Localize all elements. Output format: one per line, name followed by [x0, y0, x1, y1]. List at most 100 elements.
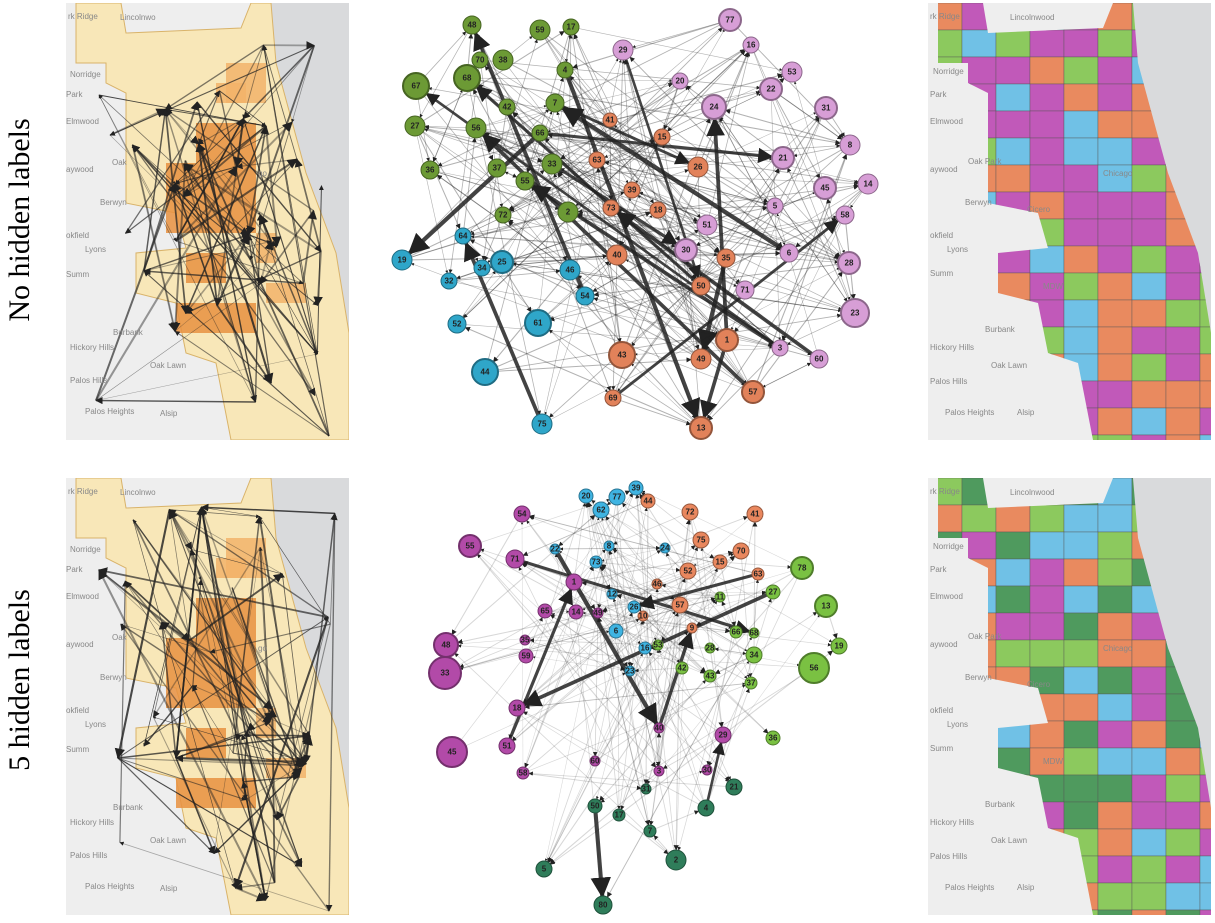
node-label: 58 — [519, 769, 528, 778]
district — [1098, 586, 1132, 613]
flow-edge — [242, 735, 310, 736]
district — [1064, 694, 1098, 721]
node-label: 73 — [607, 204, 616, 213]
district — [1166, 775, 1200, 802]
node-label: 31 — [642, 785, 651, 794]
district — [1132, 435, 1166, 462]
edge — [558, 553, 628, 666]
node-label: 13 — [822, 602, 831, 611]
edge — [524, 712, 699, 805]
place-label: Oak Lawn — [150, 361, 186, 370]
place-label: Lyons — [947, 245, 968, 254]
district — [1098, 381, 1132, 408]
place-label: Alsip — [160, 409, 178, 418]
node-label: 77 — [613, 493, 622, 502]
district — [1098, 721, 1132, 748]
place-label: Norridge — [70, 70, 101, 79]
node-label: 39 — [628, 186, 637, 195]
place-label: aywood — [930, 640, 958, 649]
district — [1200, 354, 1215, 381]
place-label: Palos Heights — [945, 408, 994, 417]
district — [1132, 408, 1166, 435]
place-label: Oak Lawn — [991, 836, 1027, 845]
district — [996, 559, 1030, 586]
place-label: Oak — [112, 158, 128, 167]
district — [1098, 246, 1132, 273]
node-label: 43 — [706, 672, 715, 681]
place-label: Summ — [930, 744, 953, 753]
district — [1098, 802, 1132, 829]
node-label: 14 — [572, 608, 581, 617]
district — [1064, 532, 1098, 559]
district — [1098, 300, 1132, 327]
district — [1132, 748, 1166, 775]
district — [1098, 856, 1132, 883]
node-label: 71 — [511, 555, 520, 564]
district — [1030, 84, 1064, 111]
node-label: 44 — [481, 368, 490, 377]
node-label: 66 — [536, 129, 545, 138]
place-label: Oak Park — [968, 632, 1002, 641]
node-label: 16 — [747, 41, 756, 50]
district — [1098, 694, 1132, 721]
district — [1132, 829, 1166, 856]
place-label: MDW — [1043, 282, 1063, 291]
node-label: 29 — [619, 46, 628, 55]
district — [1064, 57, 1098, 84]
place-label: Burbank — [113, 803, 144, 812]
edge — [658, 650, 659, 766]
node-label: 57 — [749, 388, 758, 397]
node-label: 60 — [591, 757, 600, 766]
district — [1030, 721, 1064, 748]
place-label: Hickory Hills — [930, 343, 974, 352]
district — [1098, 910, 1132, 918]
place-label: Berwyn — [100, 198, 127, 207]
district — [1098, 613, 1132, 640]
district — [1098, 532, 1132, 559]
node-label: 33 — [441, 669, 450, 678]
place-label: Summ — [66, 745, 89, 754]
district — [996, 30, 1030, 57]
node-label: 18 — [654, 206, 663, 215]
node-label: 56 — [810, 664, 819, 673]
node-label: 51 — [503, 742, 512, 751]
edge — [607, 502, 611, 505]
place-label: Palos Hills — [930, 852, 967, 861]
place-label: Park — [930, 565, 947, 574]
district — [1064, 748, 1098, 775]
edge — [529, 774, 641, 789]
node-label: 30 — [703, 766, 712, 775]
edge — [557, 112, 618, 343]
node-label: 73 — [592, 558, 601, 567]
edge — [621, 401, 691, 425]
district — [962, 30, 996, 57]
place-label: Oak Park — [968, 157, 1002, 166]
place-label: Palos Hills — [70, 851, 107, 860]
place-label: okfield — [66, 231, 89, 240]
node-label: 3 — [657, 767, 662, 776]
district — [1098, 748, 1132, 775]
place-label: Norridge — [70, 545, 101, 554]
district — [1098, 559, 1132, 586]
node-label: 7 — [648, 827, 653, 836]
district — [1030, 559, 1064, 586]
node-label: 75 — [538, 420, 547, 429]
node-label: 27 — [411, 122, 420, 131]
node-label: 26 — [694, 163, 703, 172]
district — [1030, 30, 1064, 57]
district — [1098, 505, 1132, 532]
district — [1132, 246, 1166, 273]
district — [1132, 883, 1166, 910]
row-label: 5 hidden labels — [3, 589, 36, 771]
place-label: Palos Heights — [85, 882, 134, 891]
district — [1064, 165, 1098, 192]
node-label: 18 — [513, 704, 522, 713]
place-label: rk Ridge — [68, 12, 98, 21]
node-label: 67 — [412, 82, 421, 91]
node-label: 5 — [773, 202, 778, 211]
node-label: 38 — [499, 56, 508, 65]
node-label: 52 — [453, 320, 462, 329]
